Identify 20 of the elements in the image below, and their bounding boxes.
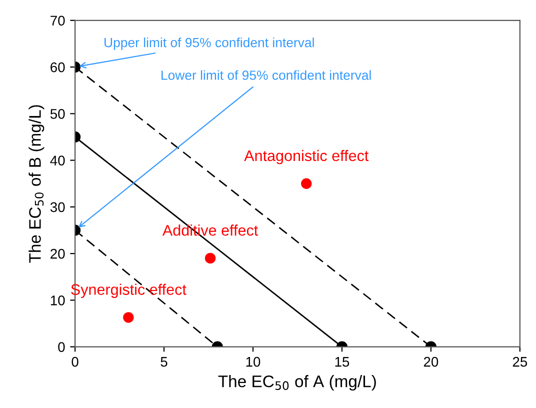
- y-tick-label: 30: [50, 202, 65, 212]
- y-tick-label: 20: [50, 248, 65, 259]
- y-tick-label: 40: [50, 156, 65, 166]
- y-axis-title: The EC$_{50}$ of B (mg/L): [28, 105, 44, 263]
- y-tick-label: 70: [50, 16, 65, 26]
- x-tick-label: 15: [335, 357, 350, 367]
- y-tick-label: 60: [50, 62, 65, 72]
- annotation: Lower limit of 95% confident interval: [162, 70, 371, 80]
- x-axis-title: The EC$_{50}$ of A (mg/L): [218, 375, 376, 391]
- x-tick-label: 0: [72, 356, 78, 367]
- series-label: Antagonistic effect: [244, 150, 369, 164]
- annotation: Upper limit of 95% confident interval: [104, 38, 314, 50]
- point: [301, 178, 312, 189]
- x-tick-label: 5: [160, 357, 168, 367]
- x-tick-label: 10: [246, 356, 260, 367]
- y-tick-label: 0: [58, 342, 65, 352]
- x-tick-label: 20: [424, 356, 438, 367]
- x-tick-label: 25: [512, 356, 528, 367]
- y-tick-label: 50: [50, 108, 65, 119]
- y-tick-label: 10: [50, 296, 65, 306]
